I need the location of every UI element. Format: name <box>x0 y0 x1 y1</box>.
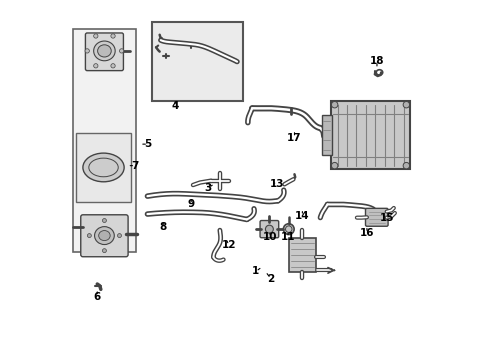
FancyBboxPatch shape <box>260 221 279 238</box>
Text: 3: 3 <box>205 183 212 193</box>
Ellipse shape <box>403 162 410 169</box>
Ellipse shape <box>83 153 124 182</box>
Text: 7: 7 <box>132 161 139 171</box>
Ellipse shape <box>118 234 122 238</box>
Ellipse shape <box>98 45 111 57</box>
Ellipse shape <box>87 234 91 238</box>
Text: 2: 2 <box>267 274 274 284</box>
Text: 16: 16 <box>360 228 374 238</box>
Ellipse shape <box>120 49 124 53</box>
Text: 15: 15 <box>379 213 394 222</box>
Text: 14: 14 <box>295 211 310 221</box>
Text: 1: 1 <box>252 266 259 276</box>
Ellipse shape <box>102 249 106 253</box>
Bar <box>152 22 243 101</box>
Ellipse shape <box>98 230 110 240</box>
Ellipse shape <box>111 34 115 38</box>
Bar <box>322 116 332 155</box>
Ellipse shape <box>94 64 98 68</box>
Text: 18: 18 <box>370 56 384 66</box>
FancyBboxPatch shape <box>85 33 123 71</box>
Text: 6: 6 <box>94 292 101 302</box>
Text: 11: 11 <box>281 232 295 242</box>
Text: 12: 12 <box>221 240 236 250</box>
Text: 10: 10 <box>263 232 277 242</box>
Ellipse shape <box>331 102 338 108</box>
Text: 17: 17 <box>287 133 302 143</box>
FancyBboxPatch shape <box>366 208 388 226</box>
Ellipse shape <box>111 64 115 68</box>
Ellipse shape <box>85 49 89 53</box>
Ellipse shape <box>266 225 273 233</box>
Ellipse shape <box>403 102 410 108</box>
Bar <box>289 238 316 272</box>
Text: 4: 4 <box>172 102 179 112</box>
Ellipse shape <box>94 41 115 61</box>
Bar <box>76 134 131 202</box>
Bar <box>73 30 136 252</box>
Text: 13: 13 <box>270 179 285 189</box>
Text: 5: 5 <box>145 139 152 149</box>
Text: 8: 8 <box>160 222 167 232</box>
Ellipse shape <box>95 226 114 244</box>
Ellipse shape <box>283 224 294 234</box>
Bar <box>331 101 410 169</box>
Text: 9: 9 <box>188 199 195 210</box>
Ellipse shape <box>102 219 106 222</box>
Ellipse shape <box>331 162 338 169</box>
Ellipse shape <box>94 34 98 38</box>
FancyBboxPatch shape <box>81 215 128 257</box>
